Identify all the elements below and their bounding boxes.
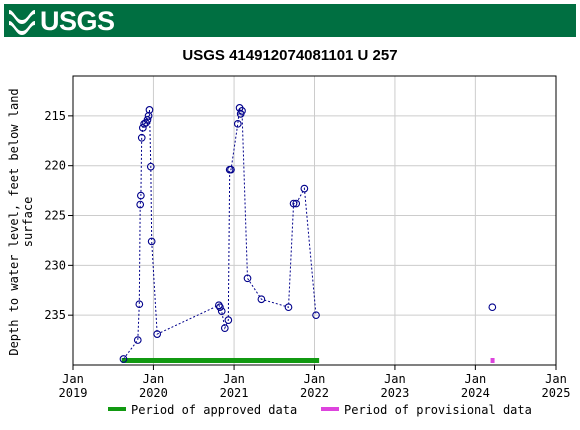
x-tick-label-month: Jan [223,372,245,386]
x-tick-label-month: Jan [384,372,406,386]
x-tick-label-month: Jan [545,372,567,386]
usgs-header-bar: USGS [4,4,576,37]
legend: Period of approved data Period of provis… [108,403,532,417]
data-point [146,162,155,171]
data-point [136,200,145,209]
data-point [216,303,224,312]
data-point [312,311,320,320]
data-point [289,199,298,208]
data-point [143,115,152,124]
data-point [135,300,144,309]
legend-approved-swatch [108,407,126,411]
y-tick-label: 220 [44,159,66,173]
approved-period-bar [121,358,320,363]
x-tick-label-year: 2024 [461,386,490,400]
data-point [233,119,242,128]
data-point [137,191,145,200]
data-point [220,324,229,332]
x-tick-label-month: Jan [62,372,84,386]
x-tick-label-month: Jan [465,372,487,386]
x-tick-label-month: Jan [143,372,165,386]
data-point [238,107,246,115]
chart-title: USGS 414912074081101 U 257 [182,47,397,64]
data-point [227,165,235,174]
data-point [137,133,146,142]
usgs-logo-text: USGS [40,6,115,36]
x-tick-label-year: 2021 [220,386,249,400]
legend-provisional-label: Period of provisional data [344,403,532,417]
data-point [145,106,154,114]
data-point [147,237,156,246]
y-axis: 215 220 225 230 235 [44,109,73,322]
data-point [133,336,142,344]
data-point [119,355,128,363]
data-periods [121,358,495,363]
x-tick-label-year: 2020 [139,386,168,400]
water-level-line [123,107,317,360]
x-tick-label-month: Jan [304,372,326,386]
legend-approved-label: Period of approved data [131,403,297,417]
data-point [243,274,252,283]
data-point [217,307,226,316]
x-tick-label-year: 2019 [59,386,88,400]
y-axis-label-line2: surface [21,197,35,248]
x-axis: Jan2019Jan2020Jan2021Jan2022Jan2023Jan20… [59,365,571,400]
data-point [153,330,162,338]
data-point [224,316,233,325]
provisional-period-bar [490,358,495,363]
data-point [300,184,309,193]
x-tick-label-year: 2025 [542,386,571,400]
data-series [119,104,497,363]
y-tick-label: 235 [44,308,66,322]
x-tick-label-year: 2022 [300,386,329,400]
legend-provisional-swatch [321,407,339,411]
data-point [488,303,497,312]
y-axis-label: Depth to water level, feet below land su… [7,88,35,355]
y-axis-label-line1: Depth to water level, feet below land [7,88,21,355]
y-tick-label: 215 [44,109,66,123]
usgs-wave-icon [9,10,35,35]
x-tick-label-year: 2023 [380,386,409,400]
y-tick-label: 225 [44,209,66,223]
data-point [257,295,266,304]
data-point [292,199,301,208]
y-tick-label: 230 [44,258,66,272]
data-point [284,303,293,312]
